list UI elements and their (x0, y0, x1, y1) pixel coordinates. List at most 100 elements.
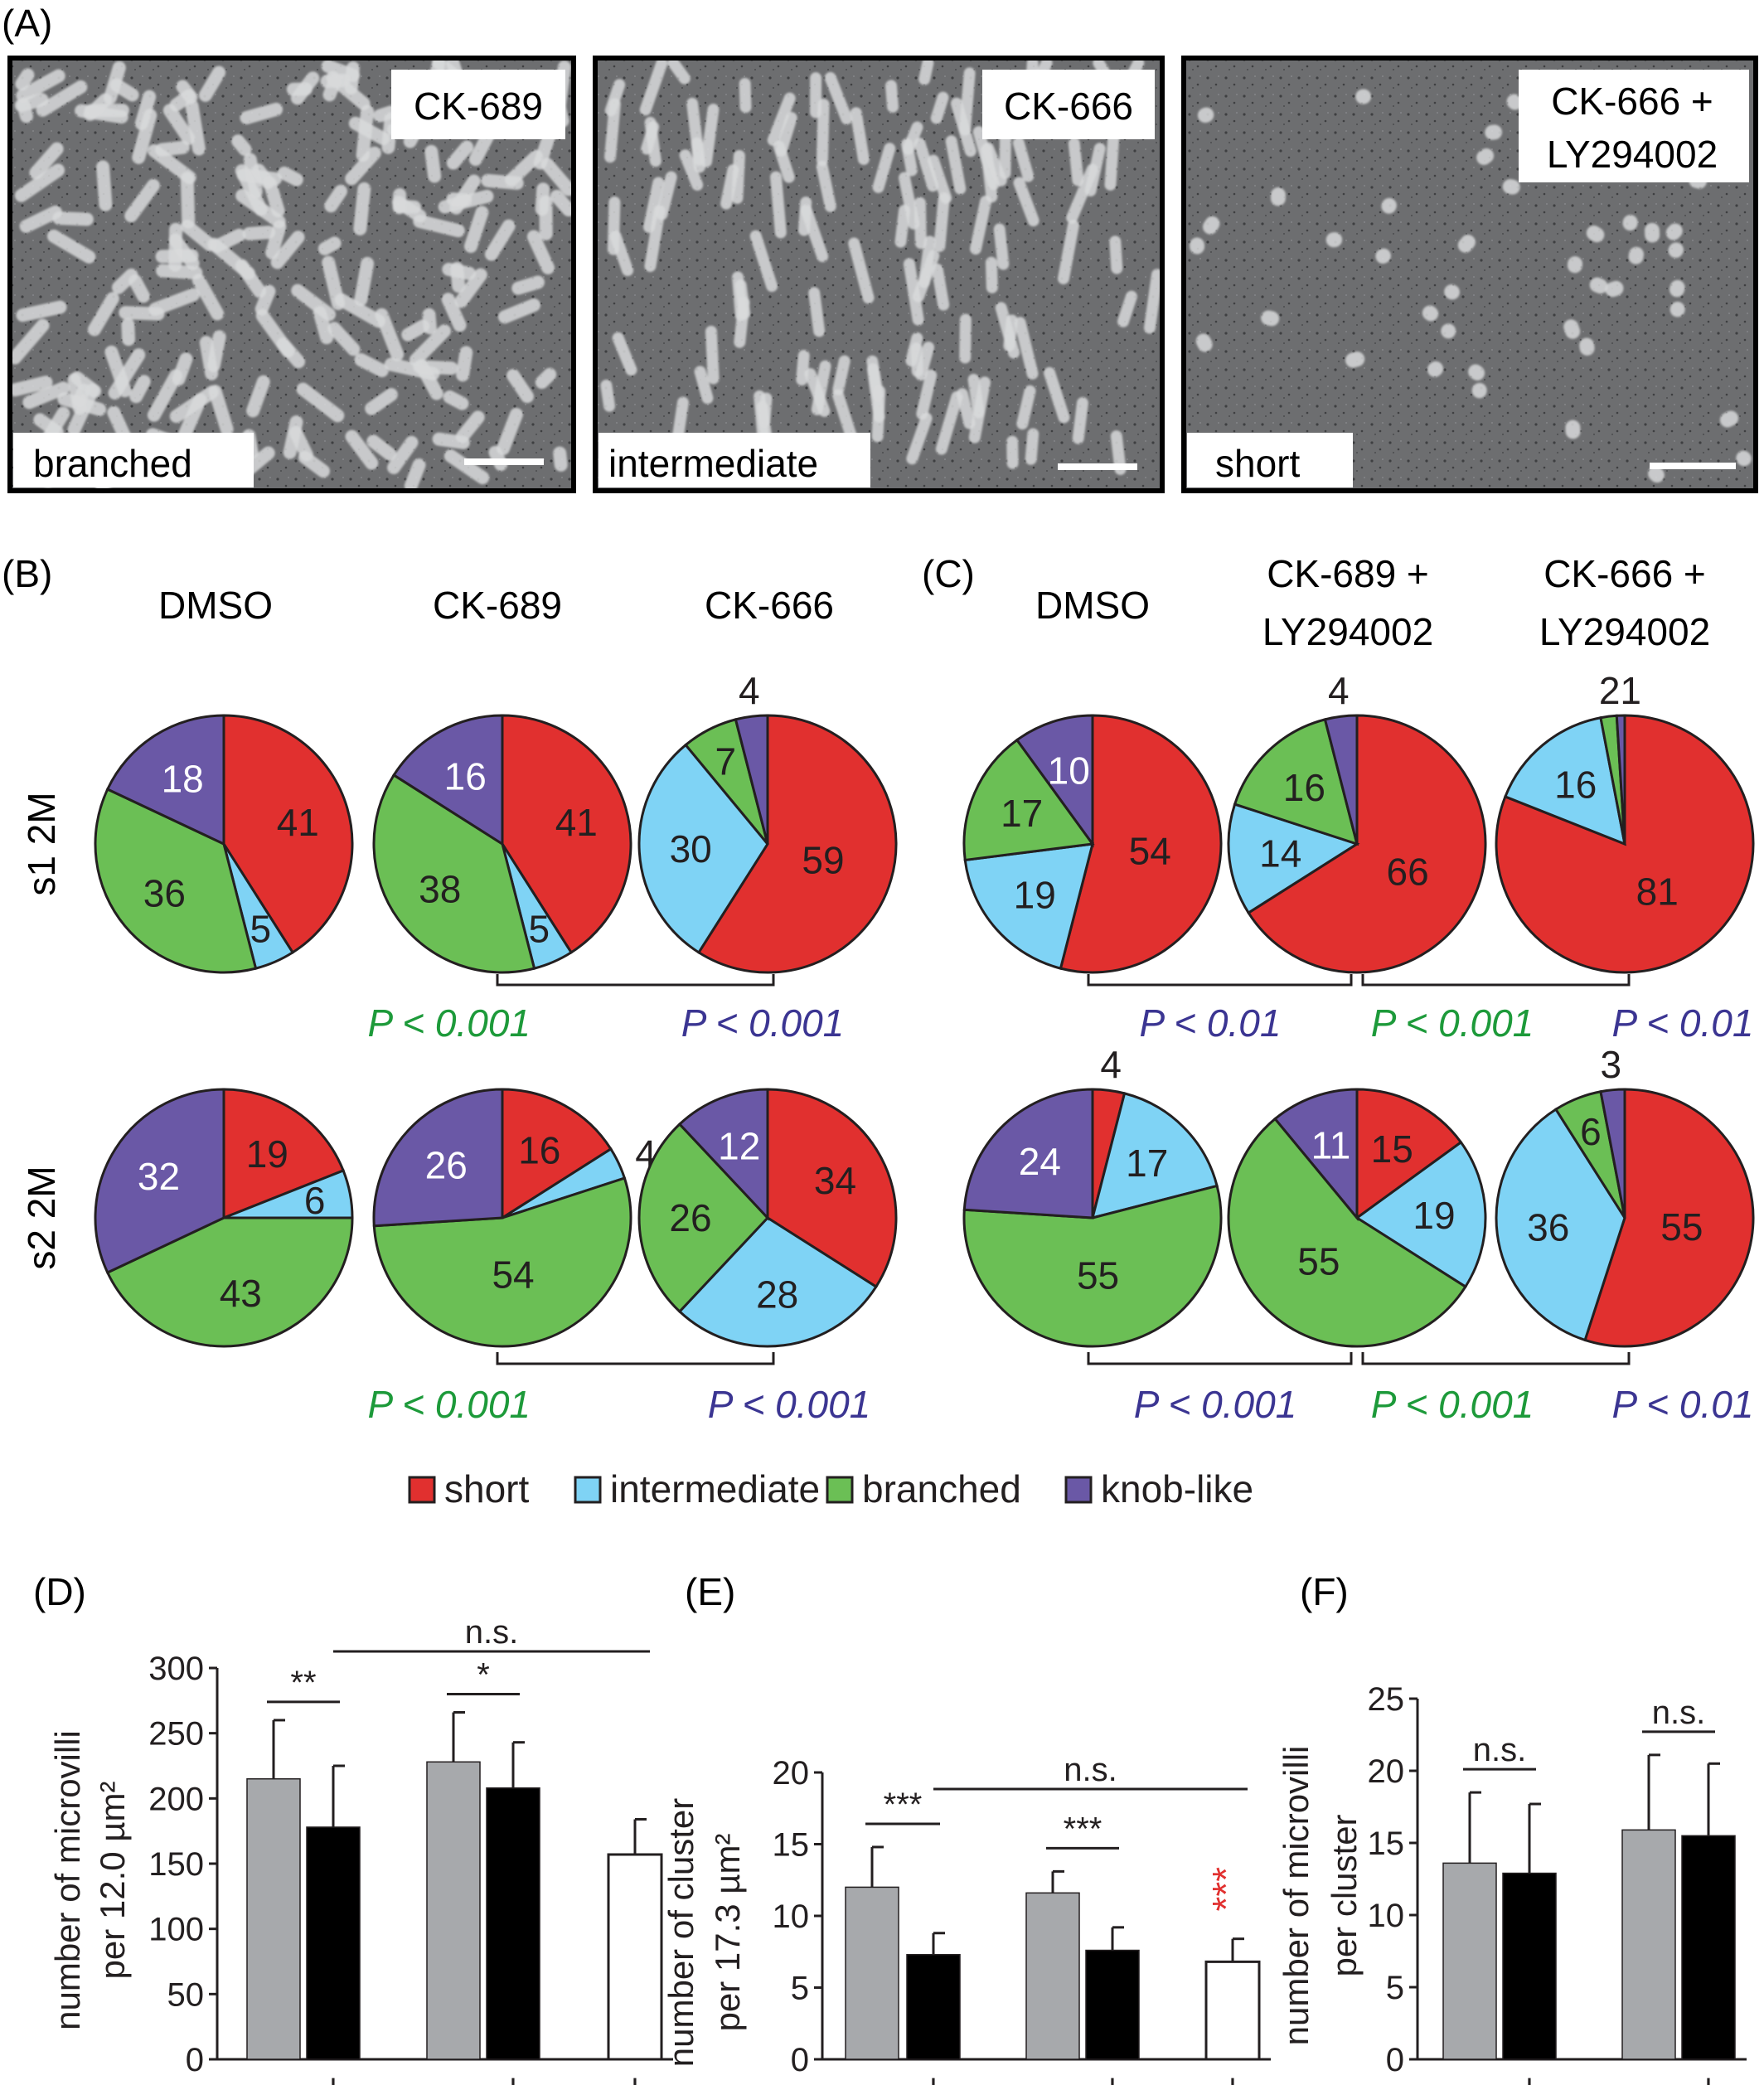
pie-slice-intermediate (677, 1216, 878, 1348)
bar-sign-label: + (923, 2067, 944, 2085)
pie-slice-intermediate (1495, 1108, 1626, 1342)
bar-sign-label: – (1460, 2067, 1480, 2085)
microvillus-mark (1468, 364, 1485, 381)
significance-label: * (477, 1656, 490, 1693)
pvalue-bracket-b-row2 (496, 1352, 775, 1365)
microvillus-mark (553, 446, 568, 472)
bar-sign-label: – (1639, 2067, 1660, 2085)
microvillus-mark (1072, 396, 1088, 444)
microvillus-mark (124, 178, 160, 223)
microvillus-mark (1109, 235, 1123, 274)
pie-slice-knob-like (1015, 714, 1094, 848)
microvillus-mark (1669, 279, 1685, 298)
microvillus-mark (14, 163, 65, 202)
microvillus-mark (432, 432, 470, 449)
panel-label-d: (D) (33, 1570, 86, 1613)
microvillus-mark (894, 204, 911, 248)
microvillus-mark (33, 413, 64, 439)
pie-c-7: 66 14 16 4 (1227, 669, 1487, 974)
pie-c-9: 17 55 24 4 (962, 1043, 1223, 1348)
y-tick-label: 300 (148, 1651, 204, 1687)
microvillus-mark (29, 142, 64, 180)
microvillus-mark (70, 371, 102, 398)
sem-image-intermediate: CK-666 intermediate (593, 56, 1165, 493)
microvillus-mark (401, 319, 430, 342)
bar-sign-label: + (1519, 2067, 1540, 2085)
microvillus-mark (454, 268, 487, 308)
pie-slice-branched (94, 788, 258, 974)
microvillus-mark (850, 107, 870, 166)
pie-value-label: 32 (138, 1155, 180, 1198)
microvillus-mark (1427, 361, 1444, 377)
bar-s1-2m-plus (306, 1826, 361, 2060)
microvillus-mark (1736, 450, 1752, 467)
microvillus-mark (317, 236, 342, 255)
pie-value-label: 5 (250, 907, 272, 950)
microvillus-mark (327, 322, 361, 356)
microvillus-mark (354, 353, 389, 378)
pie-value-label: 7 (715, 740, 737, 783)
microvillus-mark (739, 77, 752, 114)
microvillus-mark (15, 68, 35, 91)
significance-label: n.s. (465, 1614, 518, 1651)
y-tick-label: 250 (148, 1716, 204, 1753)
pie-slice-knob-like (1273, 1088, 1359, 1222)
bar-s1-2m-plus (906, 1953, 961, 2060)
pie-value-label: 30 (670, 827, 712, 870)
microvillus-mark (236, 167, 283, 186)
bar-sign-label: – (1043, 2067, 1064, 2085)
pie-value-label: 54 (1129, 830, 1171, 873)
microvillus-mark (511, 275, 545, 295)
microvillus-mark (334, 293, 385, 328)
microvillus-mark (609, 230, 634, 277)
microvillus-mark (387, 435, 419, 474)
scale-bar (1650, 463, 1736, 469)
sem-top-label-ck666-ly-line2: LY294002 (1547, 133, 1718, 176)
microvillus-mark (505, 149, 543, 187)
pie-slice-knob-like (105, 714, 225, 846)
pie-slice-short (1583, 1088, 1755, 1348)
microvillus-mark (550, 189, 575, 217)
pie-value-label: 81 (1636, 870, 1679, 914)
bar-sign-label: – (443, 2067, 464, 2085)
legend-label: intermediate (610, 1467, 820, 1510)
microvillus-mark (1345, 352, 1365, 368)
microvillus-mark (111, 268, 138, 294)
y-axis-label: number of microvilli (48, 1730, 87, 2030)
legend: short intermediate branched knob-like (408, 1467, 1253, 1510)
bar-s2-2m-minus (426, 1761, 481, 2060)
microvillus-mark (354, 256, 375, 307)
microvillus-mark (1013, 177, 1040, 227)
microvillus-mark (180, 172, 196, 229)
y-tick-label: 0 (791, 2042, 809, 2078)
pie-value-label: 19 (246, 1132, 288, 1176)
microvillus-mark (930, 91, 949, 124)
panel-c-col-ck666-line2: LY294002 (1539, 610, 1710, 653)
bar-annotation: *** (1204, 1867, 1248, 1912)
pie-value-label: 16 (1554, 763, 1597, 806)
microvillus-mark (484, 219, 516, 261)
microvillus-mark (914, 196, 927, 250)
microvillus-mark (443, 449, 490, 485)
microvillus-mark (108, 348, 146, 400)
pie-slice-intermediate (963, 842, 1095, 970)
microvillus-mark (918, 57, 934, 85)
legend-swatch (574, 1476, 602, 1504)
pie-value-label-outside: 4 (1100, 1043, 1122, 1086)
microvillus-mark (16, 300, 67, 322)
legend-item-short: short (408, 1467, 529, 1510)
y-axis-label: per 12.0 µm² (93, 1782, 132, 1980)
y-tick-label: 20 (773, 1755, 810, 1792)
y-tick-label: 5 (791, 1971, 809, 2007)
microvillus-mark (255, 308, 295, 358)
microvillus-mark (749, 230, 778, 293)
microvillus-mark (885, 80, 899, 113)
pie-value-label: 18 (162, 757, 204, 800)
microvillus-mark (441, 293, 467, 332)
pvalue-c-row1-c: P < 0.01 (1612, 1001, 1754, 1045)
microvillus-mark (162, 104, 196, 145)
pie-value-label: 26 (425, 1143, 468, 1186)
